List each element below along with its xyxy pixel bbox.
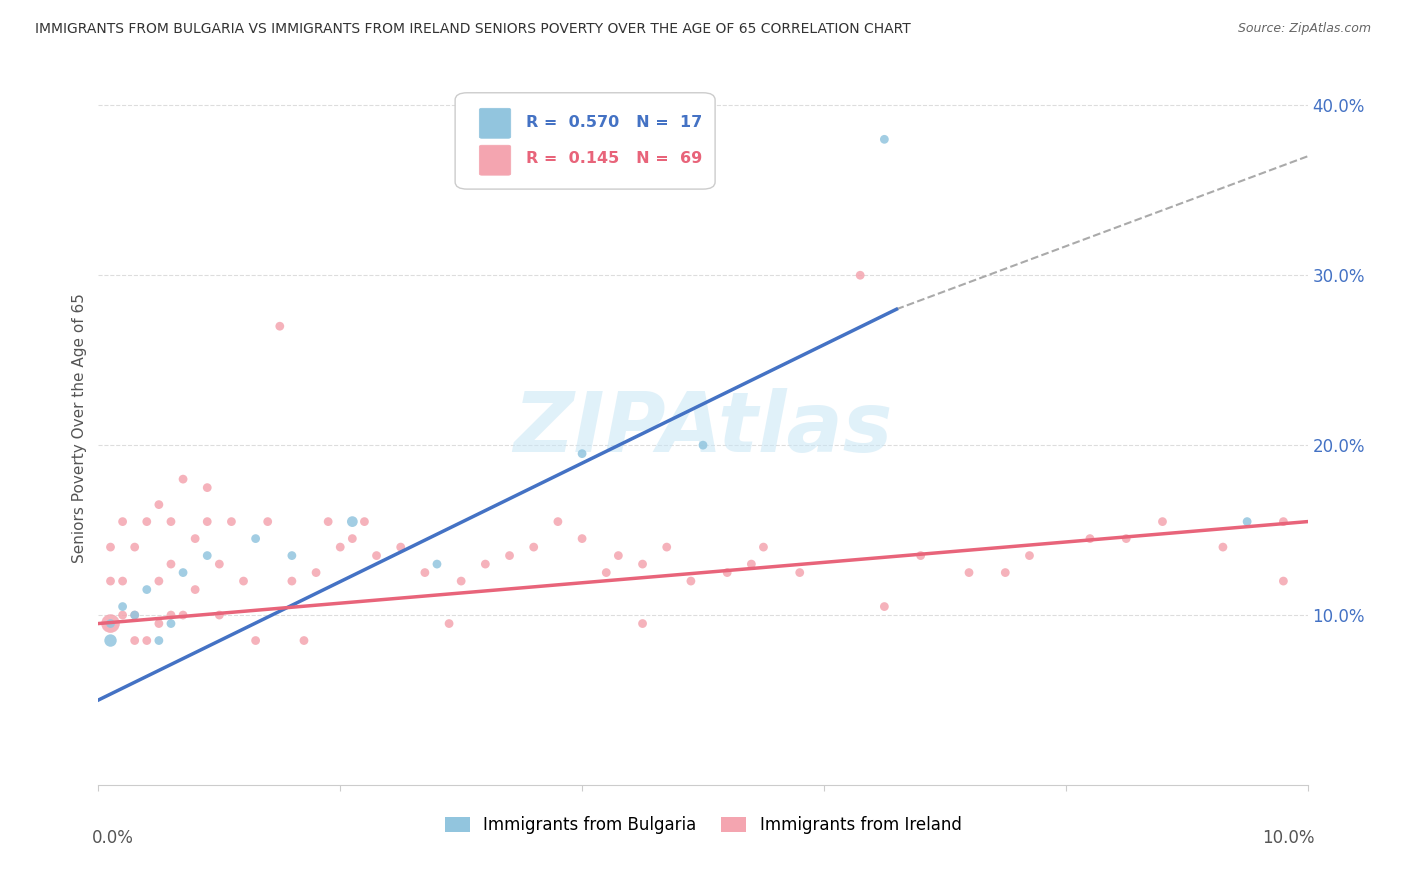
Legend: Immigrants from Bulgaria, Immigrants from Ireland: Immigrants from Bulgaria, Immigrants fro…: [437, 810, 969, 841]
Point: [342, 515, 364, 529]
Point: [135, 515, 157, 529]
Text: ZIPAtlas: ZIPAtlas: [513, 388, 893, 468]
Point: [269, 319, 291, 334]
Point: [1212, 540, 1234, 554]
Point: [148, 616, 170, 631]
Point: [849, 268, 872, 283]
Point: [124, 608, 146, 623]
Point: [740, 557, 762, 571]
Point: [160, 515, 183, 529]
Point: [281, 574, 304, 588]
Point: [256, 515, 278, 529]
Point: [571, 532, 593, 546]
Point: [1272, 574, 1295, 588]
Point: [160, 616, 183, 631]
Point: [1115, 532, 1137, 546]
Point: [329, 540, 352, 554]
Point: [692, 438, 714, 452]
Point: [195, 515, 218, 529]
Point: [1236, 515, 1258, 529]
Point: [523, 540, 546, 554]
Point: [1078, 532, 1101, 546]
Point: [1018, 549, 1040, 563]
Point: [172, 566, 194, 580]
Y-axis label: Seniors Poverty Over the Age of 65: Seniors Poverty Over the Age of 65: [72, 293, 87, 563]
Point: [789, 566, 811, 580]
Point: [910, 549, 932, 563]
Point: [873, 132, 896, 146]
Point: [474, 557, 496, 571]
Point: [1152, 515, 1174, 529]
Point: [100, 633, 122, 648]
Point: [1272, 515, 1295, 529]
Point: [245, 532, 267, 546]
Point: [437, 616, 460, 631]
Point: [172, 608, 194, 623]
Point: [413, 566, 436, 580]
Point: [607, 549, 630, 563]
Point: [124, 633, 146, 648]
Point: [957, 566, 980, 580]
Point: [305, 566, 328, 580]
Text: 0.0%: 0.0%: [91, 830, 134, 847]
Point: [111, 574, 134, 588]
Point: [160, 608, 183, 623]
Point: [160, 557, 183, 571]
Point: [873, 599, 896, 614]
Point: [124, 540, 146, 554]
Point: [135, 582, 157, 597]
Point: [547, 515, 569, 529]
Point: [281, 549, 304, 563]
Point: [100, 540, 122, 554]
Point: [195, 549, 218, 563]
Point: [148, 574, 170, 588]
Point: [111, 608, 134, 623]
Point: [208, 557, 231, 571]
Point: [342, 532, 364, 546]
Point: [655, 540, 678, 554]
Point: [366, 549, 388, 563]
Point: [450, 574, 472, 588]
FancyBboxPatch shape: [479, 145, 510, 175]
FancyBboxPatch shape: [456, 93, 716, 189]
Point: [100, 616, 122, 631]
FancyBboxPatch shape: [479, 108, 510, 138]
Point: [195, 481, 218, 495]
Point: [208, 608, 231, 623]
Point: [994, 566, 1017, 580]
Point: [148, 498, 170, 512]
Point: [426, 557, 449, 571]
Point: [232, 574, 254, 588]
Point: [316, 515, 339, 529]
Point: [148, 633, 170, 648]
Text: Source: ZipAtlas.com: Source: ZipAtlas.com: [1237, 22, 1371, 36]
Point: [135, 633, 157, 648]
Text: 10.0%: 10.0%: [1263, 830, 1315, 847]
Point: [172, 472, 194, 486]
Point: [111, 599, 134, 614]
Point: [595, 566, 617, 580]
Point: [716, 566, 738, 580]
Point: [679, 574, 702, 588]
Point: [245, 633, 267, 648]
Point: [184, 582, 207, 597]
Text: IMMIGRANTS FROM BULGARIA VS IMMIGRANTS FROM IRELAND SENIORS POVERTY OVER THE AGE: IMMIGRANTS FROM BULGARIA VS IMMIGRANTS F…: [35, 22, 911, 37]
Point: [631, 557, 654, 571]
Point: [752, 540, 775, 554]
Point: [389, 540, 412, 554]
Point: [498, 549, 520, 563]
Point: [292, 633, 315, 648]
Point: [124, 608, 146, 623]
Point: [100, 616, 122, 631]
Point: [353, 515, 375, 529]
Text: R =  0.570   N =  17: R = 0.570 N = 17: [526, 115, 703, 130]
Point: [571, 447, 593, 461]
Point: [100, 574, 122, 588]
Point: [221, 515, 243, 529]
Point: [184, 532, 207, 546]
Point: [111, 515, 134, 529]
Point: [631, 616, 654, 631]
Text: R =  0.145   N =  69: R = 0.145 N = 69: [526, 152, 703, 167]
